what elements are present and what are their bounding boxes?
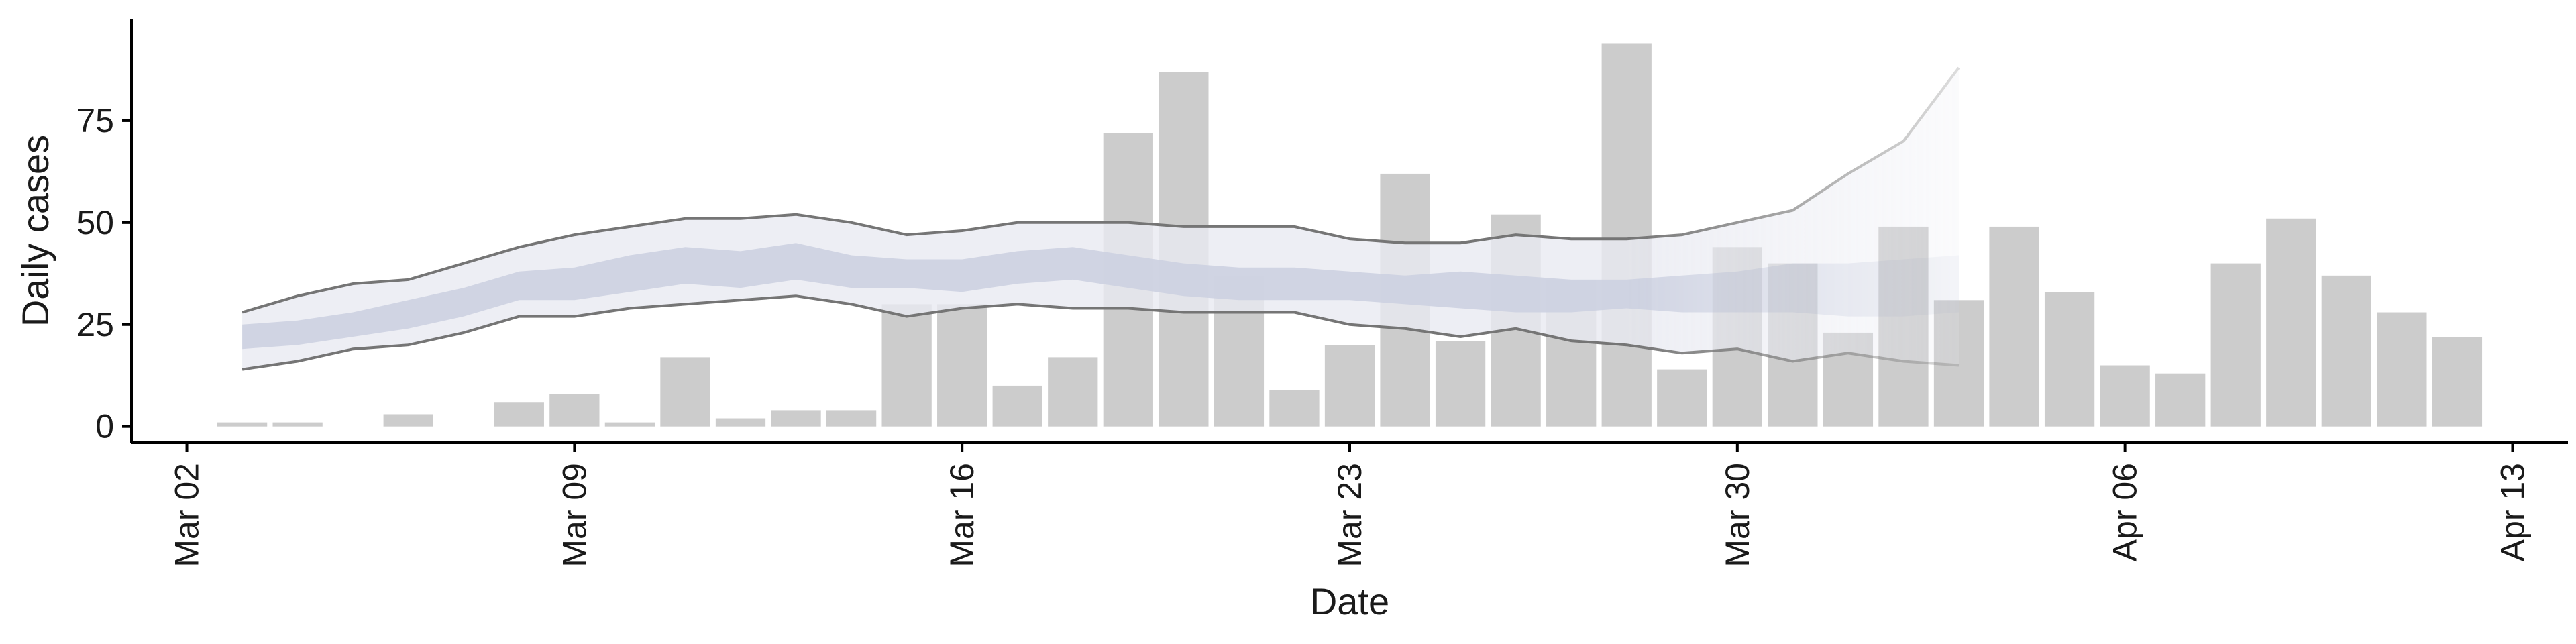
bar [217,422,268,427]
y-tick-label: 75 [76,102,114,140]
upper-bound-line [241,66,1960,314]
bar [826,410,877,427]
bar [771,410,821,427]
x-tick-label: Mar 09 [555,463,593,568]
axes: 0 25 50 75 Mar 02 Mar 09 Mar 16 Mar 23 Mar 30 Ap… [14,19,2568,623]
x-tick-label: Mar 16 [943,463,981,568]
bar [2377,312,2427,427]
bar [1989,226,2039,427]
x-axis-ticks: Mar 02 Mar 09 Mar 16 Mar 23 Mar 30 Apr 06 Apr … [168,443,2531,568]
bar [383,414,433,427]
bar [1435,341,1486,427]
nowcast-bands [241,66,1960,371]
bar [1048,357,1098,427]
bar [1269,390,1320,427]
bar [2321,275,2371,427]
bar [937,304,987,427]
x-tick-label: Mar 23 [1331,463,1368,568]
inner-interval-band [242,243,1959,350]
bar [2432,337,2483,427]
lower-bound-line [241,294,1960,371]
bar [715,418,766,427]
bar [2044,292,2095,427]
y-tick-label: 50 [76,204,114,241]
x-tick-label: Apr 13 [2493,463,2531,561]
x-tick-label: Apr 06 [2106,463,2144,561]
x-tick-label: Mar 30 [1719,463,1756,568]
outer-interval-band [242,67,1959,370]
bar [1601,43,1652,427]
bar [494,402,544,427]
bar [2266,218,2316,427]
bar [881,304,932,427]
bar [2210,263,2261,427]
bar [2155,373,2206,427]
bar [1657,369,1707,427]
bar [2100,365,2150,427]
y-tick-label: 25 [76,306,114,343]
bars-layer [217,43,2483,427]
bar [604,422,655,427]
bar [272,422,323,427]
bar [1324,345,1375,427]
bar [549,394,600,427]
y-axis-ticks: 0 25 50 75 [76,102,131,445]
bar [992,385,1042,427]
y-tick-label: 0 [95,408,114,445]
bar [660,357,710,427]
x-axis-title: Date [1310,580,1389,623]
x-tick-label: Mar 02 [168,463,206,568]
y-axis-title: Daily cases [14,135,56,327]
